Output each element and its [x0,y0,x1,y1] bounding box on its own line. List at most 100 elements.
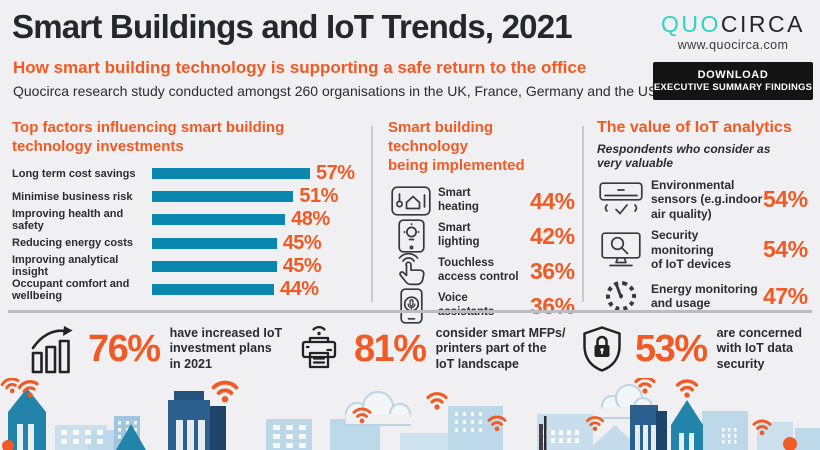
bar-row: Improving analytical insight 45% [12,254,364,278]
page-subtitle: How smart building technology is support… [13,58,587,77]
analytics-item-value: 47% [763,282,808,309]
text-line: Security monitoring [651,228,714,257]
study-description: Quocirca research study conducted amongs… [13,83,658,99]
shield-lock-icon [581,325,623,373]
text-line: in 2021 [169,356,212,371]
bar-row: Reducing energy costs 45% [12,232,364,255]
text-line: Smart building technology [388,119,493,155]
wifi-icon [211,380,239,405]
download-button[interactable]: DOWNLOAD EXECUTIVE SUMMARY FINDINGS [653,62,813,100]
text-line: technology investments [12,138,184,155]
download-button-line1: DOWNLOAD [697,69,769,81]
bottom-stat: 81% consider smart MFPs/printers part of … [296,318,565,380]
text-line: Environmental [651,178,735,192]
vertical-divider [582,126,584,302]
wifi-icon [426,392,448,412]
implemented-list: Smart heating 44% Smart lighting 42% Touchless… [388,184,575,324]
navy-skyscraper [168,391,226,450]
navy-skyscraper [630,405,667,450]
cloud-icon [345,391,411,426]
bar-category-label: Long term cost savings [12,167,136,180]
bar-row: Long term cost savings 57% [12,162,364,185]
analytics-item-label: Security monitoring of IoT devices [651,228,763,271]
bar-value-label: 48% [291,208,330,231]
section-top-factors: Top factors influencing smart building t… [12,118,364,302]
analytics-list: Environmental sensors (e.g.indoor air qual… [597,178,808,314]
text-line: Voice [438,292,468,305]
antenna-tower [539,416,547,450]
horizontal-divider [8,310,812,313]
analytics-item: Environmental sensors (e.g.indoor air qual… [597,178,808,221]
bar [152,191,294,203]
text-line: heating [438,201,479,213]
church-tower [8,388,46,450]
church-tower [671,400,703,450]
analytics-item: Security monitoring of IoT devices 54% [597,228,808,271]
stat-value: 81% [354,327,427,370]
stat-value: 53% [635,327,708,370]
text-line: being implemented [388,157,525,174]
stat-text: consider smart MFPs/printers part of the… [436,326,566,372]
smart-printer-icon [296,323,342,375]
bar [152,168,310,180]
implemented-item-value: 42% [530,222,575,249]
energy-monitoring-icon [597,278,645,314]
text-line: and usage [651,296,711,311]
light-building [266,419,312,450]
bar-chart: Long term cost savings 57% Minimise busine… [12,162,364,301]
text-line: investment plans [169,341,272,356]
page-title: Smart Buildings and IoT Trends, 2021 [12,8,573,45]
bar-category-label: Minimise business risk [12,190,133,203]
bar-value-label: 45% [282,254,322,277]
window-grid [722,428,737,444]
bar [152,260,277,272]
bar-value-label: 45% [282,231,322,254]
download-button-line2: EXECUTIVE SUMMARY FINDINGS [653,82,813,93]
wifi-icon [0,378,23,397]
security-monitoring-icon [597,232,645,268]
text-line: printers part of the [435,341,547,356]
section-iot-analytics: The value of IoT analytics Respondents w… [597,118,808,321]
analytics-item-label: Energy monitoring and usage [651,282,763,311]
implemented-item-label: Voiceassistants [438,292,530,319]
text-line: have increased IoT [169,326,283,341]
implemented-item-value: 36% [530,292,575,319]
bottom-stat: 53% are concerned with IoT data security [581,318,802,380]
bar-category-label: Improving health and safety [12,207,124,232]
text-line: Energy monitoring [651,281,758,296]
analytics-item-label: Environmental sensors (e.g.indoor air qual… [651,178,763,221]
bar [152,214,286,226]
smart-heating-icon [388,186,434,216]
section-title-top-factors: Top factors influencing smart building t… [12,118,364,156]
implemented-item: Touchless access control 36% [388,253,575,288]
logo-part-circa: CIRCA [720,11,805,37]
orange-dot [2,440,14,450]
text-line: Respondents who consider as [597,142,771,156]
text-line: consider smart MFPs/ [435,326,566,341]
text-line: lighting [438,236,480,248]
city-skyline-illustration [0,378,820,450]
bar-value-label: 51% [299,185,338,208]
implemented-item-value: 44% [530,187,575,214]
bottom-stat: 76% have increased IoT investment plans in … [28,318,282,380]
text-line: very valuable [597,156,674,170]
bar-value-label: 44% [280,278,319,301]
text-line: are concerned [716,326,803,341]
text-line: Smart [438,222,471,235]
text-line: sensors (e.g.indoor [651,192,763,207]
vertical-divider [371,126,373,302]
bar-category-label: Reducing energy costs [12,237,134,250]
text-line: of IoT devices [651,256,732,271]
implemented-item-label: Smart lighting [438,222,530,249]
bar [152,284,274,296]
text-line: with IoT data [716,341,793,356]
stat-text: are concerned with IoT data security [717,326,802,372]
website-link[interactable]: www.quocirca.com [677,38,789,52]
implemented-item: Smart heating 44% [388,184,575,218]
environmental-sensors-icon [597,182,645,217]
text-line: security [716,356,765,371]
text-line: Smart [438,187,471,200]
bar-category-label: Occupant comfort and wellbeing [12,277,130,302]
bar [152,237,277,249]
